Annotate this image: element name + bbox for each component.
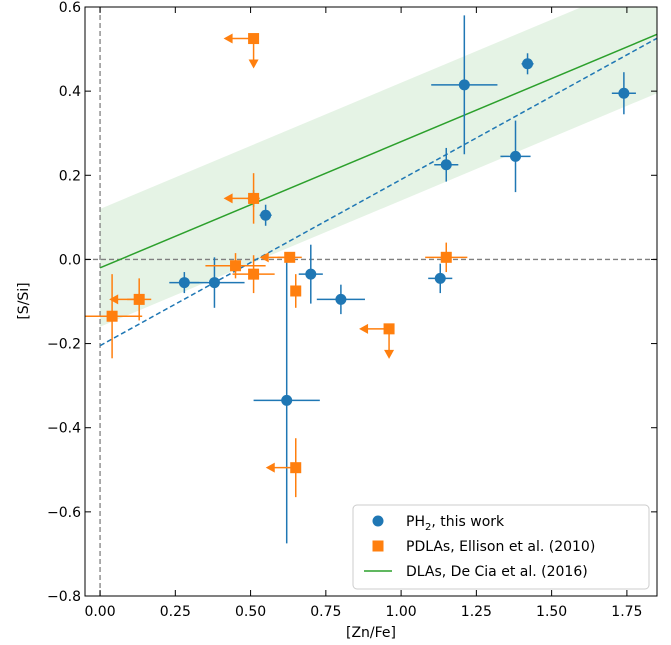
legend-box <box>352 504 650 590</box>
pdla-point-11-marker <box>440 251 452 263</box>
x-tick-label-1: 0.25 <box>160 604 191 620</box>
ph2-point-13 <box>611 72 636 115</box>
pdla-point-1-marker <box>106 310 118 322</box>
ph2-point-5 <box>253 257 320 544</box>
pdla-point-3-marker <box>230 260 242 272</box>
x-tick-label-0: 0.00 <box>84 604 115 620</box>
y-tick-label-5: 0.2 <box>59 168 81 184</box>
y-tick-label-4: 0.0 <box>59 252 81 268</box>
ph2-point-4 <box>259 204 272 226</box>
ph2-point-10-marker <box>458 79 470 91</box>
legend-ph2-marker <box>372 515 384 527</box>
ph2-point-11-marker <box>510 150 522 162</box>
ph2-point-12-marker <box>522 58 534 70</box>
ph2-point-9 <box>434 147 459 182</box>
ph2-point-8 <box>428 263 453 294</box>
dla-confidence-band <box>100 7 657 327</box>
y-tick-label-6: 0.4 <box>59 84 81 100</box>
pdla-point-9 <box>265 438 302 498</box>
pdla-point-11 <box>425 242 468 273</box>
ph2-point-6-marker <box>305 268 317 280</box>
pdla-point-4-marker <box>248 268 260 280</box>
x-tick-label-2: 0.50 <box>235 604 266 620</box>
ph2-point-10 <box>431 15 498 155</box>
legend-pdla-label: PDLAs, Ellison et al. (2010) <box>406 539 595 555</box>
pdla-point-2 <box>109 278 152 321</box>
y-tick-label-7: 0.6 <box>59 0 81 16</box>
ph2-point-12 <box>521 53 534 75</box>
pdla-point-6-marker <box>248 33 260 45</box>
pdla-point-1 <box>85 274 143 359</box>
legend-pdla-marker <box>372 540 384 552</box>
pdla-point-4 <box>232 255 275 294</box>
legend: PH2, this work PDLAs, Ellison et al. (201… <box>352 504 650 590</box>
x-tick-label-5: 1.25 <box>461 604 492 620</box>
legend-ph2-label: PH2, this work <box>406 514 505 533</box>
pdla-point-8 <box>290 274 302 308</box>
series-pdla <box>85 33 468 498</box>
x-tick-label-7: 1.75 <box>611 604 642 620</box>
y-tick-label-1: −0.6 <box>47 505 81 521</box>
ph2-point-8-marker <box>434 272 446 284</box>
ph2-point-13-marker <box>618 87 630 99</box>
x-axis-title: [Zn/Fe] <box>346 625 396 641</box>
pdla-point-7-marker <box>284 251 296 263</box>
pdla-point-8-marker <box>290 285 302 297</box>
y-axis-title: [S/Si] <box>16 282 32 319</box>
pdla-point-7 <box>259 251 302 263</box>
ph2-point-2 <box>184 257 245 308</box>
ph2-point-2-marker <box>208 277 220 289</box>
ph2-point-7 <box>316 284 365 315</box>
ph2-point-11 <box>500 120 531 193</box>
y-tick-label-0: −0.8 <box>47 589 81 605</box>
ph2-point-6 <box>298 244 323 304</box>
pdla-point-6 <box>223 33 260 69</box>
x-tick-label-6: 1.50 <box>536 604 567 620</box>
ph2-point-9-marker <box>440 159 452 171</box>
pdla-point-9-marker <box>290 462 302 474</box>
pdla-point-5-marker <box>248 192 260 204</box>
pdla-point-10 <box>359 323 395 359</box>
legend-dla-label: DLAs, De Cia et al. (2016) <box>406 564 588 580</box>
ph2-point-4-marker <box>260 209 272 221</box>
pdla-point-2-marker <box>133 293 145 305</box>
ph2-point-5-marker <box>281 394 293 406</box>
y-tick-label-2: −0.4 <box>47 421 81 437</box>
dla-fit-line <box>99 33 657 269</box>
pdla-point-10-marker <box>383 323 395 335</box>
y-tick-label-3: −0.2 <box>47 337 81 353</box>
pdla-point-5 <box>223 173 260 224</box>
ph2-point-7-marker <box>335 293 347 305</box>
x-tick-label-3: 0.75 <box>310 604 341 620</box>
ph2-fit-line <box>99 37 657 347</box>
x-tick-label-4: 1.00 <box>386 604 417 620</box>
plot-frame <box>84 6 658 597</box>
